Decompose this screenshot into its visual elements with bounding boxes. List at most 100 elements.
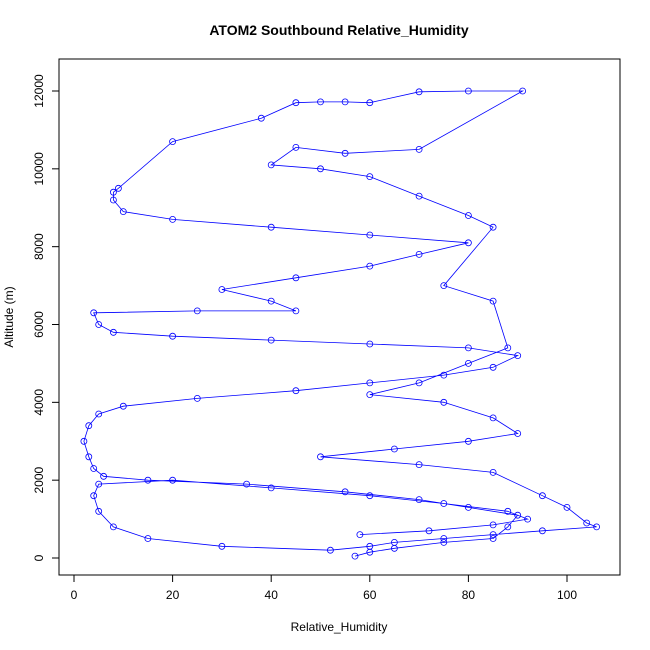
data-point — [341, 488, 349, 496]
data-point — [169, 476, 177, 484]
data-point — [425, 527, 433, 535]
data-point — [440, 539, 448, 546]
data-point — [80, 437, 88, 445]
data-point — [366, 542, 374, 550]
data-point — [504, 507, 512, 515]
x-tick-label: 100 — [557, 588, 577, 602]
data-point — [519, 87, 526, 95]
data-point — [489, 297, 497, 305]
data-point — [440, 398, 448, 406]
y-tick-label: 12000 — [32, 74, 46, 108]
chart-title: ATOM2 Southbound Relative_Humidity — [209, 22, 468, 38]
data-point — [390, 445, 398, 453]
data-point — [539, 527, 546, 535]
data-point — [169, 215, 177, 223]
data-point — [85, 453, 93, 461]
data-point — [267, 484, 275, 492]
data-point — [90, 309, 98, 317]
data-point — [489, 531, 497, 538]
data-point — [119, 208, 127, 216]
data-point — [218, 542, 226, 550]
y-tick-label: 10000 — [32, 152, 46, 186]
y-axis: 0 2000 4000 6000 8000 10000 12000 — [32, 74, 60, 561]
data-point — [366, 231, 374, 239]
data-point — [95, 321, 103, 328]
data-point — [218, 286, 226, 293]
data-point — [317, 165, 324, 173]
data-point — [563, 503, 571, 511]
data-point — [267, 336, 275, 344]
data-point — [90, 465, 98, 472]
data-point — [390, 539, 398, 546]
data-point — [267, 297, 275, 305]
data-point — [90, 492, 98, 500]
data-point — [415, 88, 423, 96]
x-tick-label: 40 — [265, 588, 279, 602]
data-point — [583, 519, 591, 527]
data-point — [267, 223, 275, 231]
data-series — [80, 87, 600, 560]
data-point — [366, 262, 374, 270]
series-line — [83, 90, 597, 557]
data-point — [119, 402, 127, 410]
x-tick-label: 0 — [71, 588, 78, 602]
data-point — [514, 511, 522, 519]
data-point — [341, 149, 349, 157]
data-point — [85, 422, 93, 430]
data-point — [110, 328, 117, 336]
data-point — [489, 223, 497, 231]
data-point — [257, 114, 265, 122]
data-point — [193, 307, 201, 315]
data-point — [144, 535, 152, 542]
data-point — [415, 379, 423, 387]
data-point — [440, 371, 448, 379]
data-point — [504, 344, 512, 352]
y-tick-label: 2000 — [32, 466, 46, 493]
data-point — [341, 98, 349, 106]
y-tick-label: 0 — [32, 554, 46, 561]
data-point — [366, 340, 374, 348]
data-point — [144, 476, 152, 484]
data-point — [351, 552, 359, 560]
data-point — [415, 145, 423, 153]
data-point — [317, 98, 324, 106]
data-point — [267, 161, 275, 169]
data-point — [292, 307, 300, 315]
data-point — [489, 414, 497, 422]
y-tick-label: 6000 — [32, 311, 46, 338]
data-point — [464, 359, 472, 367]
data-point — [366, 391, 374, 399]
data-point — [489, 363, 497, 371]
data-point — [169, 332, 177, 340]
data-point — [366, 379, 374, 387]
data-point — [440, 282, 448, 290]
y-axis-label: Altitude (m) — [2, 286, 16, 347]
data-point — [292, 274, 300, 282]
data-point — [110, 196, 117, 204]
data-point — [317, 453, 324, 461]
data-point — [415, 496, 423, 504]
data-point — [464, 344, 472, 352]
x-tick-label: 60 — [363, 588, 377, 602]
data-point — [110, 523, 117, 531]
data-point — [115, 184, 122, 192]
data-point — [292, 387, 300, 395]
y-tick-label: 4000 — [32, 389, 46, 416]
data-point — [415, 461, 423, 469]
y-tick-label: 8000 — [32, 233, 46, 260]
data-point — [464, 503, 472, 511]
data-point — [366, 99, 374, 107]
data-point — [489, 521, 497, 529]
data-point — [464, 239, 472, 247]
x-tick-label: 80 — [462, 588, 476, 602]
data-point — [539, 492, 546, 500]
data-point — [514, 430, 522, 437]
data-point — [110, 188, 117, 196]
data-point — [489, 535, 497, 542]
data-point — [524, 515, 531, 523]
data-point — [464, 437, 472, 445]
data-point — [504, 523, 512, 531]
data-point — [366, 492, 374, 500]
data-point — [243, 480, 251, 488]
